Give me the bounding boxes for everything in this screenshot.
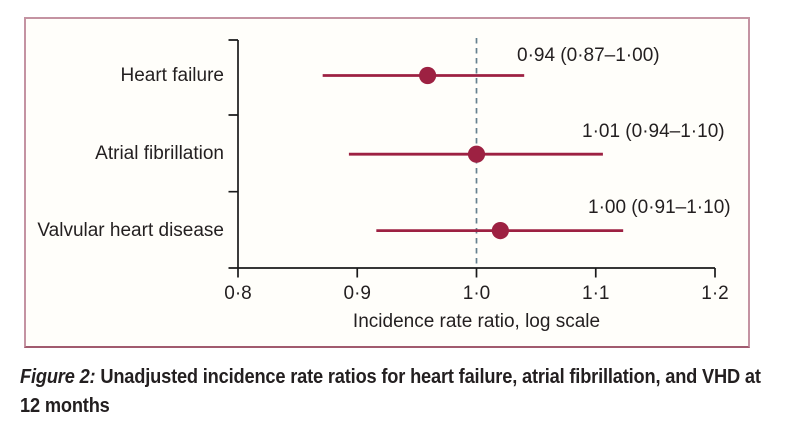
point-marker <box>491 222 509 240</box>
figure-caption-text: Unadjusted incidence rate ratios for hea… <box>20 365 761 417</box>
x-tick-label: 1·2 <box>701 283 729 304</box>
x-axis <box>237 267 716 278</box>
x-tick-label: 1·1 <box>582 283 610 304</box>
category-label: Atrial fibrillation <box>95 143 224 165</box>
figure-caption: Figure 2: Unadjusted incidence rate rati… <box>20 362 768 420</box>
point-marker <box>467 145 486 163</box>
category-label: Valvular heart disease <box>37 219 224 241</box>
estimate-annotation: 0·94 (0·87–1·00) <box>517 45 660 66</box>
x-tick-label: 1·0 <box>462 283 491 304</box>
y-axis <box>228 39 239 269</box>
category-label: Heart failure <box>120 64 225 86</box>
figure-panel-frame <box>24 17 750 348</box>
point-marker <box>419 66 437 85</box>
estimate-annotation: 1·00 (0·91–1·10) <box>588 197 731 218</box>
x-tick-label: 0·9 <box>343 283 371 304</box>
x-axis-title: Incidence rate ratio, log scale <box>352 311 601 332</box>
figure-caption-number: Figure 2: <box>20 365 96 388</box>
estimate-annotation: 1·01 (0·94–1·10) <box>582 120 725 142</box>
x-tick-label: 0·8 <box>224 283 252 304</box>
